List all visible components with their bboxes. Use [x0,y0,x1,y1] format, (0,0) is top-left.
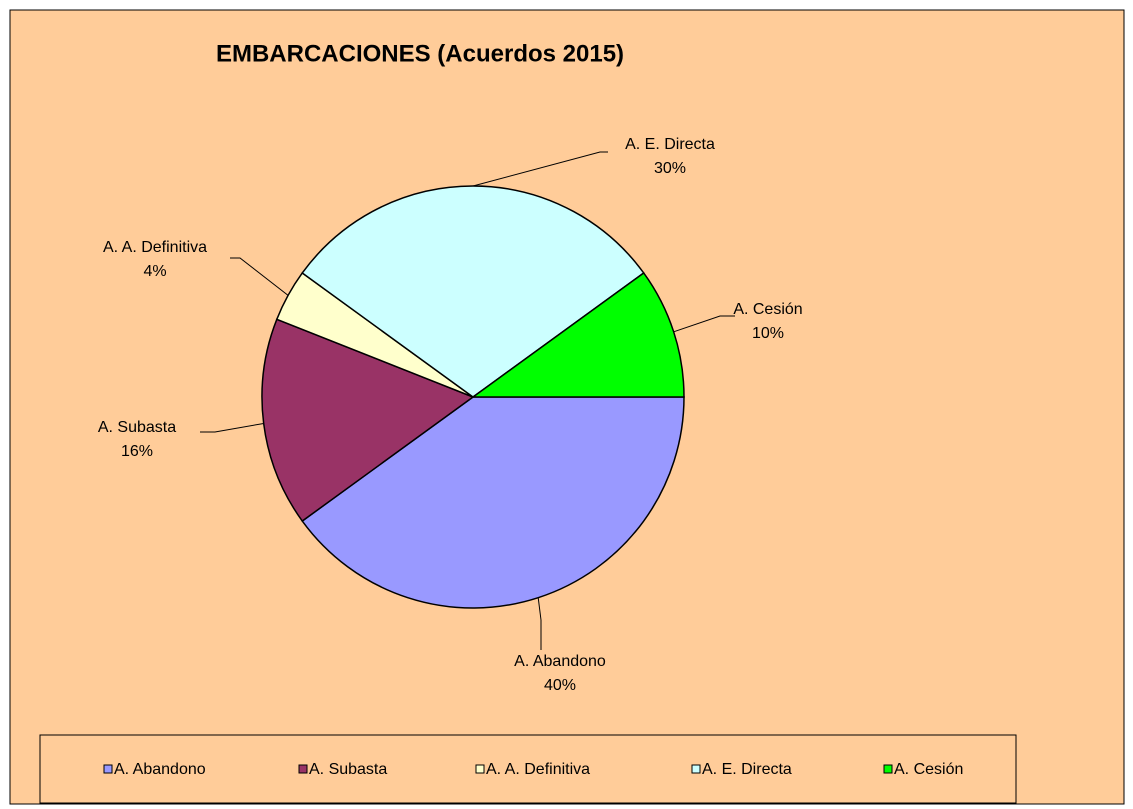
legend-swatch [883,764,893,774]
legend-box [39,734,1017,804]
slice-value-label: 30% [654,160,686,177]
slice-label: A. Cesión [733,301,802,318]
leader-line [673,315,735,333]
legend-label: A. E. Directa [702,761,792,778]
legend-swatch [103,764,113,774]
slice-value-label: 16% [121,443,153,460]
pie-slice [470,271,685,398]
pie-slice [301,185,645,398]
legend-swatch [475,764,485,774]
leader-line [537,597,542,650]
leader-line [200,422,264,433]
slice-label: A. Subasta [98,419,176,436]
legend-label: A. A. Definitiva [486,761,590,778]
slice-label: A. A. Definitiva [103,239,207,256]
legend-swatch [691,764,701,774]
legend-label: A. Cesión [894,761,963,778]
legend-label: A. Subasta [309,761,387,778]
leader-line [230,257,289,296]
slice-label: A. E. Directa [625,136,715,153]
slice-value-label: 40% [544,677,576,694]
chart-title: EMBARCACIONES (Acuerdos 2015) [216,40,624,67]
slice-label: A. Abandono [514,653,606,670]
leader-line [472,151,608,187]
slice-value-label: 4% [143,263,166,280]
legend-label: A. Abandono [114,761,206,778]
slice-value-label: 10% [752,325,784,342]
legend-swatch [298,764,308,774]
